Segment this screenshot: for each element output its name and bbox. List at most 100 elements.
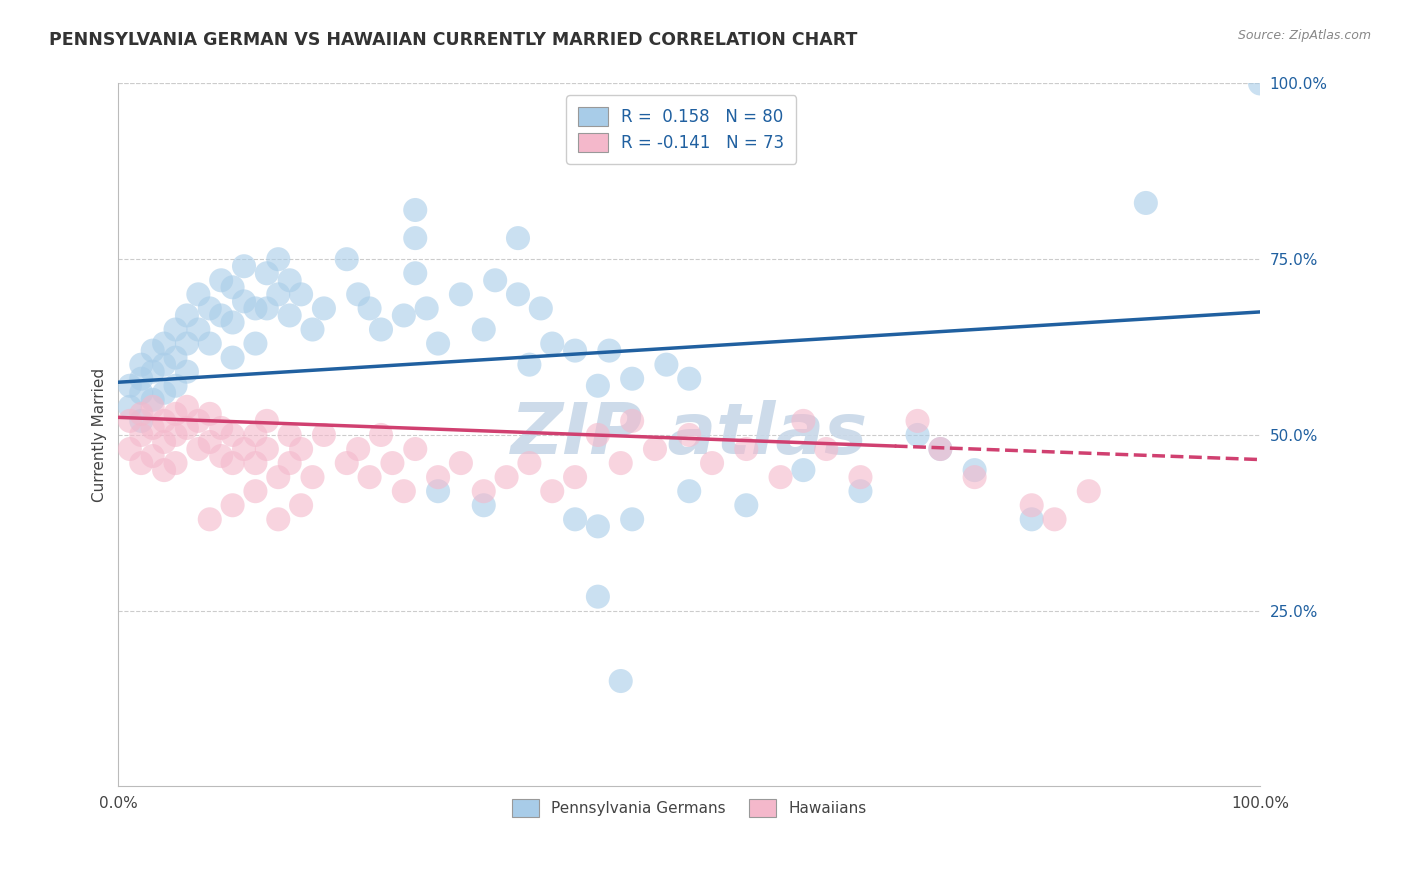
Point [586,378,609,392]
Point [129,428,152,442]
Point [165,378,187,392]
Point [165,407,187,421]
Point [142,400,165,414]
Point [187,287,209,301]
Point [907,428,929,442]
Point [472,498,495,512]
Point [644,442,666,456]
Point [586,428,609,442]
Point [187,322,209,336]
Point [221,280,243,294]
Point [198,435,221,450]
Point [678,484,700,499]
Point [165,322,187,336]
Point [267,512,290,526]
Point [198,407,221,421]
Point [187,442,209,456]
Point [129,372,152,386]
Point [472,322,495,336]
Point [1021,498,1043,512]
Point [929,442,952,456]
Point [472,484,495,499]
Point [153,463,176,477]
Point [278,428,301,442]
Point [792,414,814,428]
Point [621,512,644,526]
Point [221,316,243,330]
Point [586,590,609,604]
Point [198,336,221,351]
Point [209,309,232,323]
Point [176,309,198,323]
Point [1135,196,1157,211]
Point [301,322,323,336]
Point [506,231,529,245]
Point [290,442,312,456]
Point [256,301,278,316]
Point [176,336,198,351]
Point [415,301,437,316]
Point [256,266,278,280]
Point [427,336,450,351]
Point [564,470,586,484]
Point [735,498,758,512]
Point [142,449,165,463]
Point [963,470,986,484]
Point [678,428,700,442]
Point [267,252,290,267]
Point [564,343,586,358]
Text: Source: ZipAtlas.com: Source: ZipAtlas.com [1237,29,1371,42]
Point [381,456,404,470]
Point [129,414,152,428]
Point [541,336,564,351]
Point [278,309,301,323]
Point [256,442,278,456]
Point [907,414,929,428]
Point [427,470,450,484]
Point [404,231,426,245]
Point [165,351,187,365]
Point [221,351,243,365]
Point [700,456,723,470]
Point [221,456,243,470]
Point [1021,512,1043,526]
Point [769,470,792,484]
Point [118,442,141,456]
Point [450,456,472,470]
Point [176,365,198,379]
Point [153,435,176,450]
Point [404,202,426,217]
Point [404,442,426,456]
Point [290,498,312,512]
Point [209,421,232,435]
Point [267,287,290,301]
Point [118,400,141,414]
Point [359,470,381,484]
Point [815,442,838,456]
Point [370,428,392,442]
Point [347,442,370,456]
Point [256,414,278,428]
Point [586,519,609,533]
Point [267,470,290,484]
Point [233,442,256,456]
Point [678,372,700,386]
Point [530,301,553,316]
Point [506,287,529,301]
Point [290,287,312,301]
Point [198,512,221,526]
Point [165,428,187,442]
Point [153,358,176,372]
Point [312,428,335,442]
Point [176,400,198,414]
Point [221,498,243,512]
Point [142,365,165,379]
Point [495,470,517,484]
Point [392,484,415,499]
Point [336,456,359,470]
Point [198,301,221,316]
Point [1077,484,1099,499]
Point [165,456,187,470]
Point [609,456,631,470]
Point [278,273,301,287]
